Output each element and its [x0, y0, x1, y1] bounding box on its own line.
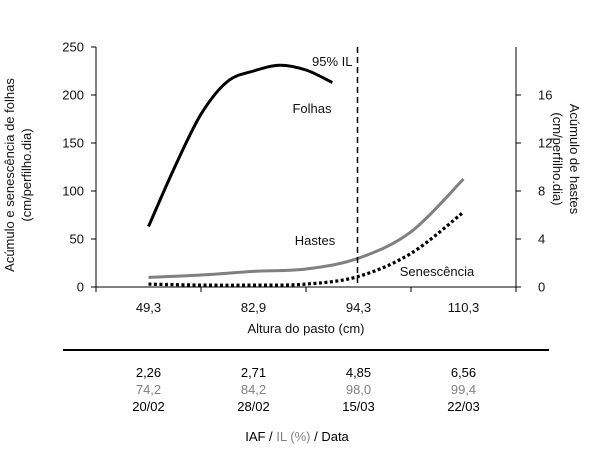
table-date-value: 20/02	[132, 399, 165, 414]
table-date-value: 15/03	[342, 399, 375, 414]
series-line-hastes	[148, 177, 465, 279]
x-axis-title: Altura do pasto (cm)	[247, 321, 364, 336]
right-tick-label: 0	[538, 280, 545, 295]
right-axis-title: Acúmulo de hastes(cm/perfilho.dia)	[550, 104, 582, 215]
left-axis-title-line: (cm/perfilho.dia)	[19, 128, 34, 221]
left-tick-label: 50	[70, 232, 84, 247]
left-tick-label: 0	[77, 280, 84, 295]
table-caption-part: /	[265, 429, 276, 444]
left-tick-label: 100	[62, 184, 84, 199]
table-iaf-value: 2,26	[136, 365, 161, 380]
x-tick-label: 49,3	[136, 300, 161, 315]
left-axis-title: Acúmulo e senescência de folhas (cm/perfi…	[2, 78, 34, 272]
table-caption-part: IAF	[245, 429, 265, 444]
table-il-value: 98,0	[346, 382, 371, 397]
left-tick-label: 250	[62, 40, 84, 55]
x-tick-label: 110,3	[448, 300, 480, 315]
senescencia-label: Senescência	[400, 264, 475, 279]
table-caption-part: IL (%)	[276, 429, 310, 444]
table-il-value: 74,2	[136, 382, 161, 397]
marker-label: 95% IL	[312, 54, 352, 69]
right-axis-title-line: Acúmulo de hastes	[567, 104, 582, 215]
right-axis-title-line: (cm/perfilho.dia)	[550, 112, 565, 205]
table-il-value: 99,4	[451, 382, 476, 397]
right-tick-label: 8	[538, 184, 545, 199]
right-tick-label: 16	[538, 88, 552, 103]
hastes-label: Hastes	[295, 233, 336, 248]
series-line-folhas	[147, 63, 333, 228]
x-tick-label: 82,9	[241, 300, 266, 315]
table-date-value: 22/03	[447, 399, 480, 414]
table-il-value: 84,2	[241, 382, 266, 397]
table-date-value: 28/02	[237, 399, 270, 414]
table-caption: IAF / IL (%) / Data	[245, 429, 349, 444]
table-caption-part: / Data	[310, 429, 349, 444]
table-iaf-value: 4,85	[346, 365, 371, 380]
table-iaf-value: 2,71	[241, 365, 266, 380]
right-tick-label: 12	[538, 136, 552, 151]
right-tick-label: 4	[538, 232, 545, 247]
folhas-label: Folhas	[292, 101, 332, 116]
left-axis-title-line: Acúmulo e senescência de folhas	[2, 78, 17, 272]
left-tick-label: 200	[62, 88, 84, 103]
table-iaf-value: 6,56	[451, 365, 476, 380]
x-tick-label: 94,3	[346, 300, 371, 315]
left-tick-label: 150	[62, 136, 84, 151]
